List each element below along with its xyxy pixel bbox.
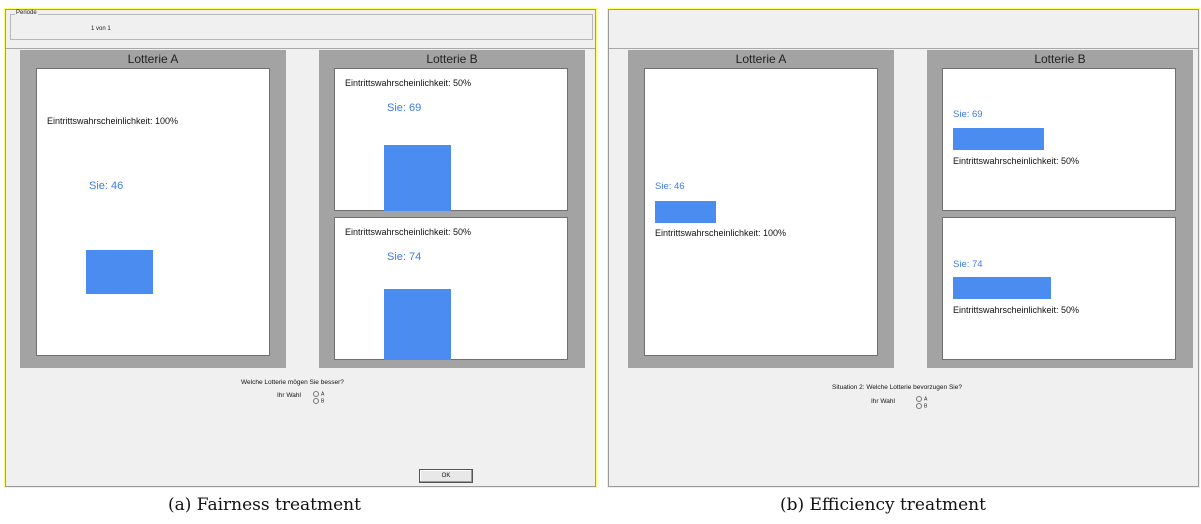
lottery-a-probability: Eintrittswahrscheinlichkeit: 100% (47, 116, 178, 126)
lottery-a-probability: Eintrittswahrscheinlichkeit: 100% (655, 228, 786, 238)
lottery-a-payoff: Sie: 46 (655, 181, 685, 192)
header-divider (609, 48, 1198, 49)
lottery-a-payoff: Sie: 46 (89, 180, 123, 192)
choice-label: Ihr Wahl (871, 398, 895, 405)
fairness-screen: Periode 1 von 1 Lotterie A Eintrittswahr… (4, 8, 597, 488)
lottery-b-top-bar (384, 145, 451, 211)
lottery-b-title: Lotterie B (319, 52, 585, 66)
lottery-b-top-bar (953, 128, 1044, 150)
lottery-a-title: Lotterie A (20, 52, 286, 66)
lottery-b: Lotterie B Eintrittswahrscheinlichkeit: … (319, 50, 585, 368)
option-a-label: A (924, 396, 927, 402)
question-text: Welche Lotterie mögen Sie besser? (241, 379, 344, 386)
radio-circle-icon (313, 391, 319, 397)
caption-fairness: (a) Fairness treatment (168, 495, 361, 515)
efficiency-screen: Lotterie A Sie: 46 Eintrittswahrscheinli… (607, 8, 1200, 488)
lottery-b-bottom-panel: Eintrittswahrscheinlichkeit: 50% Sie: 74 (334, 217, 568, 360)
lottery-b-bottom-probability: Eintrittswahrscheinlichkeit: 50% (345, 227, 471, 237)
efficiency-window: Lotterie A Sie: 46 Eintrittswahrscheinli… (608, 9, 1199, 487)
radio-circle-icon (313, 398, 319, 404)
lottery-b: Lotterie B Sie: 69 Eintrittswahrscheinli… (927, 50, 1193, 368)
lottery-b-top-panel: Sie: 69 Eintrittswahrscheinlichkeit: 50% (942, 68, 1176, 211)
option-b-radio[interactable]: B (916, 403, 927, 409)
radio-circle-icon (916, 396, 922, 402)
lottery-b-top-panel: Eintrittswahrscheinlichkeit: 50% Sie: 69 (334, 68, 568, 211)
lottery-b-bottom-bar (384, 289, 451, 360)
option-a-radio[interactable]: A (313, 391, 324, 397)
question-text: Situation 2: Welche Lotterie bevorzugen … (832, 384, 962, 391)
periode-box: Periode 1 von 1 (10, 14, 593, 40)
lottery-a-bar (655, 201, 716, 223)
lottery-a-bar (86, 250, 153, 294)
lottery-b-top-payoff: Sie: 69 (387, 102, 421, 114)
lottery-b-title: Lotterie B (927, 52, 1193, 66)
lottery-a-panel: Eintrittswahrscheinlichkeit: 100% Sie: 4… (36, 68, 270, 356)
periode-value: 1 von 1 (91, 26, 111, 32)
lottery-b-bottom-panel: Sie: 74 Eintrittswahrscheinlichkeit: 50% (942, 217, 1176, 360)
lottery-b-bottom-payoff: Sie: 74 (953, 259, 983, 270)
fairness-window: Periode 1 von 1 Lotterie A Eintrittswahr… (5, 9, 596, 487)
lottery-a-title: Lotterie A (628, 52, 894, 66)
lottery-b-top-probability: Eintrittswahrscheinlichkeit: 50% (953, 156, 1079, 166)
option-a-radio[interactable]: A (916, 396, 927, 402)
option-b-radio[interactable]: B (313, 398, 324, 404)
lottery-b-top-probability: Eintrittswahrscheinlichkeit: 50% (345, 78, 471, 88)
lottery-b-bottom-bar (953, 277, 1051, 299)
lottery-a: Lotterie A Sie: 46 Eintrittswahrscheinli… (628, 50, 894, 368)
header-divider (6, 48, 595, 49)
radio-circle-icon (916, 403, 922, 409)
lottery-a-panel: Sie: 46 Eintrittswahrscheinlichkeit: 100… (644, 68, 878, 356)
option-a-label: A (321, 391, 324, 397)
option-b-label: B (321, 398, 324, 404)
option-b-label: B (924, 403, 927, 409)
lottery-b-bottom-payoff: Sie: 74 (387, 251, 421, 263)
lottery-b-top-payoff: Sie: 69 (953, 109, 983, 120)
lottery-a: Lotterie A Eintrittswahrscheinlichkeit: … (20, 50, 286, 368)
caption-efficiency: (b) Efficiency treatment (780, 495, 986, 515)
ok-button[interactable]: OK (419, 469, 473, 483)
periode-label: Periode (15, 10, 38, 16)
choice-label: Ihr Wahl (277, 392, 301, 399)
lottery-b-bottom-probability: Eintrittswahrscheinlichkeit: 50% (953, 305, 1079, 315)
